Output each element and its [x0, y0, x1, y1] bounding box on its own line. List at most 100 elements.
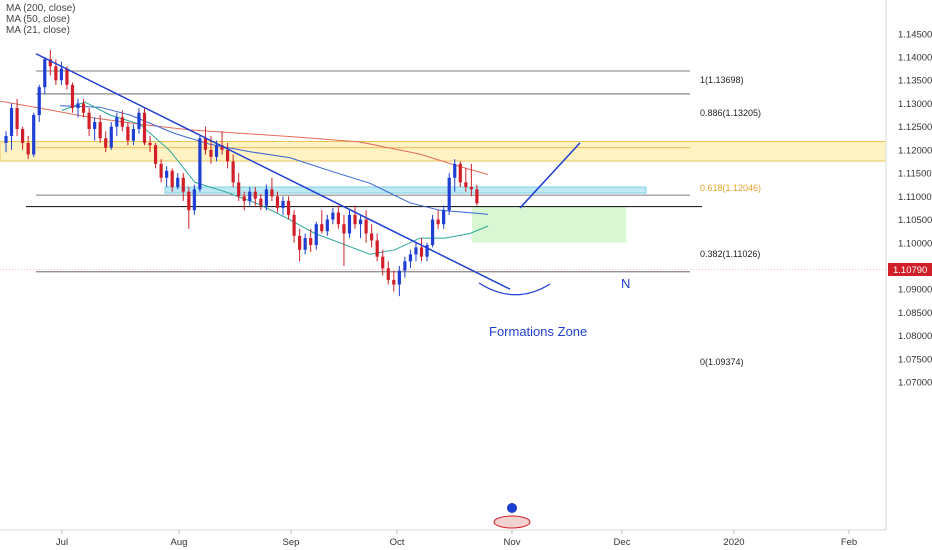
candle [26, 135, 30, 160]
golden-zone [0, 141, 887, 162]
price-tick-label: 1.11000 [898, 192, 932, 203]
time-axis[interactable]: Jul Aug Sep Oct Nov Dec 2020 Feb [56, 530, 857, 548]
downtrend-line[interactable] [35, 53, 511, 290]
candle-body [292, 214, 296, 236]
price-tick-label: 1.10500 [898, 215, 932, 226]
candle-body [286, 200, 291, 215]
forecast-line[interactable] [519, 142, 581, 209]
candle-body [170, 170, 174, 188]
candle-body [392, 279, 396, 285]
candle [76, 98, 80, 118]
candle [248, 187, 252, 206]
candle [347, 210, 352, 239]
candle-body [281, 200, 285, 208]
moving-averages-layer [0, 100, 489, 255]
candle [464, 168, 468, 192]
candle-body [342, 224, 346, 234]
candle-body [453, 163, 457, 178]
time-tick-label: Dec [614, 537, 631, 548]
candle-body [93, 122, 97, 129]
candle [370, 224, 374, 248]
candle-body [403, 261, 407, 271]
drawings-layer [35, 53, 581, 296]
formations-zone [472, 206, 626, 243]
candle [325, 214, 329, 236]
candle-body [109, 126, 113, 148]
price-tick-label: 1.08500 [898, 308, 932, 319]
candle [203, 126, 208, 155]
candle [430, 214, 435, 248]
candle-body [475, 189, 479, 204]
candle [37, 84, 41, 123]
time-tick-label: Oct [390, 537, 405, 548]
candle-body [320, 224, 324, 232]
logo-watermark [493, 503, 531, 529]
candle [98, 115, 102, 143]
candle-body [98, 122, 102, 139]
time-tick-label: Jul [56, 537, 68, 548]
candle-body [59, 68, 63, 81]
candle-body [325, 219, 329, 232]
time-tick-label: Nov [504, 537, 521, 548]
legend-ma50[interactable]: MA (50, close) [6, 14, 70, 25]
legend-ma21[interactable]: MA (21, close) [6, 25, 70, 36]
candle [408, 249, 413, 269]
fib-label-0382: 0.382(1.11026) [700, 249, 760, 259]
candle [386, 261, 390, 285]
candle-body [181, 177, 185, 192]
candle [187, 187, 191, 229]
candle-body [408, 254, 413, 262]
candle [419, 238, 424, 262]
candle-body [214, 145, 219, 157]
formations-zone-label: Formations Zone [489, 324, 587, 339]
candle [392, 270, 396, 292]
candle-body [358, 219, 363, 225]
candle [309, 228, 313, 253]
candle-body [253, 191, 257, 199]
time-tick-label: Aug [171, 537, 188, 548]
candle [281, 196, 285, 215]
candle-body [48, 59, 52, 67]
fib-label-0618: 0.618(1.12046) [700, 183, 761, 193]
candle-body [43, 59, 47, 88]
candle-body [381, 256, 385, 269]
candle-body [203, 138, 208, 150]
candle-body [4, 135, 8, 143]
candle-body [242, 196, 246, 201]
candle [364, 210, 368, 243]
reference-lines-layer [0, 70, 886, 273]
current-price-tag-bg [888, 263, 932, 276]
candle [237, 173, 241, 201]
candle [353, 205, 357, 229]
fib-label-0886: 0.886(1.13205) [700, 108, 761, 118]
candle [170, 168, 174, 192]
candle-body [375, 240, 379, 257]
candle [270, 177, 274, 201]
time-tick-label: Sep [283, 537, 300, 548]
candle-body [21, 128, 25, 143]
candle [425, 242, 429, 262]
candle [81, 98, 86, 118]
candle-body [81, 103, 86, 113]
candle-body [469, 187, 473, 190]
candle [375, 233, 379, 262]
price-tick-label: 1.07500 [898, 354, 932, 365]
candle-body [32, 115, 36, 155]
candle [87, 108, 91, 136]
candle-body [115, 117, 119, 127]
candle-body [104, 138, 108, 148]
candle [153, 142, 158, 169]
candle-body [131, 128, 136, 141]
candle-body [153, 145, 158, 164]
rounded-bottom-arc[interactable] [478, 282, 551, 296]
legend-ma200[interactable]: MA (200, close) [6, 3, 75, 14]
candle-body [198, 138, 202, 190]
ma50-line [59, 105, 489, 215]
candle-body [331, 212, 335, 220]
candle [414, 242, 418, 262]
candle-body [386, 268, 390, 280]
candle [65, 66, 69, 90]
candle-body [37, 87, 41, 116]
candle-body [142, 112, 147, 143]
candle-body [364, 219, 368, 234]
